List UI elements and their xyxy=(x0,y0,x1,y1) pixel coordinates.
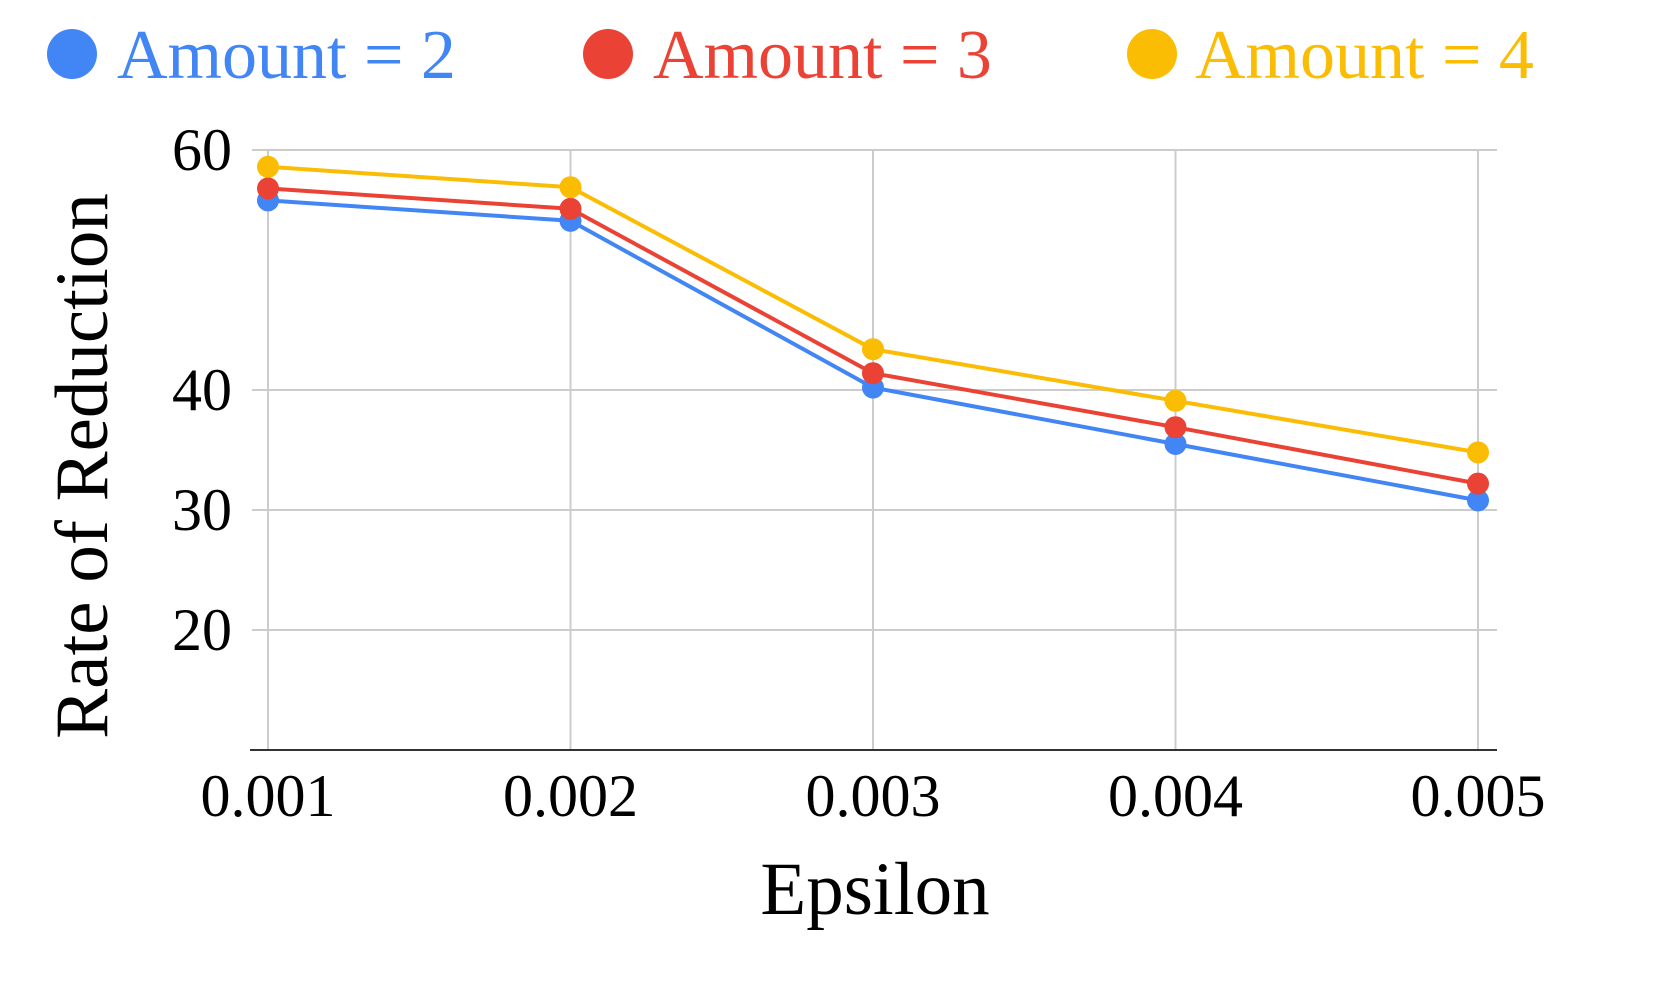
data-point-series-2[interactable] xyxy=(1164,389,1187,412)
x-tick-label: 0.004 xyxy=(1108,763,1243,829)
data-point-series-2[interactable] xyxy=(559,176,582,199)
data-point-series-1[interactable] xyxy=(1467,472,1489,495)
gridlines xyxy=(250,149,1497,751)
data-point-series-1[interactable] xyxy=(559,197,582,220)
legend-item-series-0[interactable]: Amount = 2 xyxy=(47,17,456,94)
data-point-series-1[interactable] xyxy=(257,177,279,200)
data-point-series-1[interactable] xyxy=(1164,416,1187,439)
data-point-series-0[interactable] xyxy=(1164,433,1187,455)
legend-label-series-2: Amount = 4 xyxy=(1195,17,1534,94)
data-point-series-1[interactable] xyxy=(862,362,884,385)
legend-item-series-1[interactable]: Amount = 3 xyxy=(583,17,992,94)
x-tick-label: 0.002 xyxy=(503,763,638,829)
series-layer xyxy=(257,155,1489,512)
x-tick-label: 0.001 xyxy=(201,763,336,829)
legend-item-series-2[interactable]: Amount = 4 xyxy=(1127,17,1534,94)
y-tick-label: 20 xyxy=(172,597,232,663)
x-axis-title: Epsilon xyxy=(760,848,989,931)
legend-label-series-0: Amount = 2 xyxy=(117,17,456,94)
data-point-series-0[interactable] xyxy=(1467,489,1489,512)
data-point-series-2[interactable] xyxy=(257,155,279,178)
data-point-series-2[interactable] xyxy=(862,338,884,361)
y-axis-title: Rate of Reduction xyxy=(41,193,124,739)
data-point-series-2[interactable] xyxy=(1467,441,1489,464)
x-tick-label: 0.003 xyxy=(806,763,941,829)
legend: Amount = 2 Amount = 3 Amount = 4 xyxy=(47,17,1534,94)
y-tick-label: 60 xyxy=(172,117,232,183)
tick-labels: 20 30 40 60 0.001 0.002 0.003 0.004 0.005 xyxy=(172,117,1546,829)
y-tick-label: 30 xyxy=(172,477,232,543)
legend-marker-series-0 xyxy=(47,29,97,79)
legend-marker-series-2 xyxy=(1127,29,1177,79)
legend-marker-series-1 xyxy=(583,29,633,79)
legend-label-series-1: Amount = 3 xyxy=(653,17,992,94)
y-tick-label: 40 xyxy=(172,357,232,423)
x-tick-label: 0.005 xyxy=(1411,763,1546,829)
